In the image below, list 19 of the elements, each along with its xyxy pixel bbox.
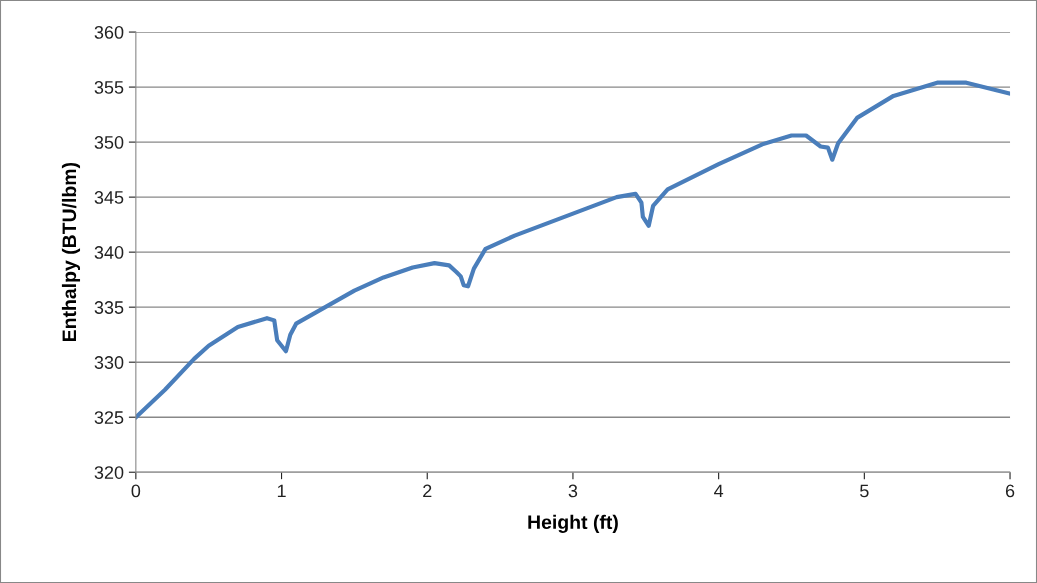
y-tick-label: 340 xyxy=(94,246,124,259)
y-tick-label: 350 xyxy=(94,136,124,149)
x-tick-label: 6 xyxy=(1005,484,1015,498)
y-tick-label: 355 xyxy=(94,81,124,94)
y-tick-label: 330 xyxy=(94,356,124,369)
y-tick-label: 335 xyxy=(94,301,124,314)
x-tick-label: 5 xyxy=(860,484,869,498)
x-tick-label: 2 xyxy=(423,484,432,498)
y-tick-label: 325 xyxy=(94,411,124,424)
y-axis-title: Enthalpy (BTU/lbm) xyxy=(61,162,81,342)
x-tick-label: 1 xyxy=(277,484,286,498)
x-axis-title: Height (ft) xyxy=(528,514,618,533)
y-tick-label: 360 xyxy=(94,26,124,39)
x-tick-label: 3 xyxy=(568,484,578,498)
x-tick-label: 4 xyxy=(714,484,724,498)
y-tick-label: 345 xyxy=(94,191,124,204)
x-tick-label: 0 xyxy=(131,484,141,498)
y-tick-label: 320 xyxy=(94,466,124,479)
line-series xyxy=(135,80,1011,420)
